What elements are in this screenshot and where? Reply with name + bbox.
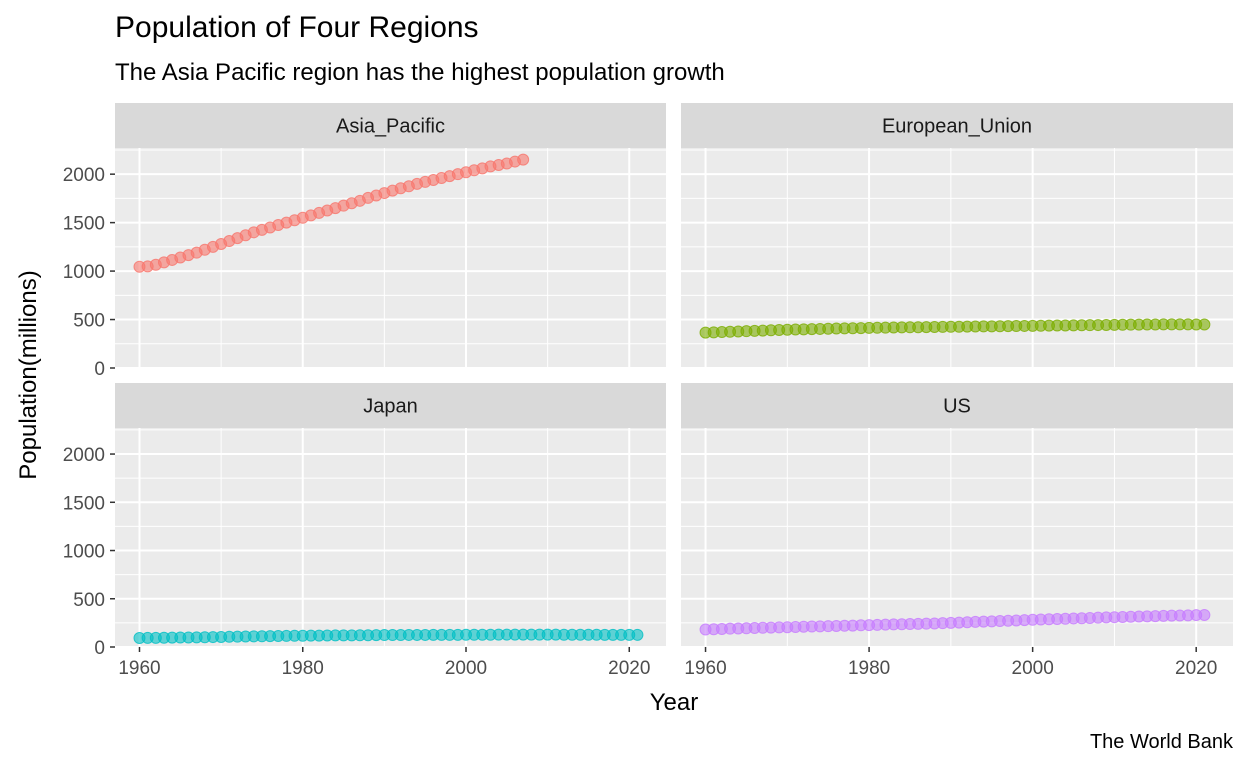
y-tick-label: 2000 [63, 165, 105, 186]
data-point [631, 628, 644, 641]
data-point [517, 153, 530, 166]
y-tick-label: 0 [94, 359, 105, 380]
y-tick-label: 0 [94, 638, 105, 659]
x-tick-label: 2000 [1012, 658, 1054, 679]
y-tick-label: 1000 [63, 262, 105, 283]
data-point [1198, 318, 1211, 331]
facet-label: Asia_Pacific [336, 116, 445, 138]
facet-strip [115, 383, 666, 428]
chart-title: Population of Four Regions [115, 11, 479, 44]
x-tick-label: 1960 [684, 658, 726, 679]
facet-panel: Japan 0 500 1000 1500 2000 1960 1980 2000 2020 [63, 383, 666, 679]
panel-background [115, 428, 666, 647]
facet-strip [115, 103, 666, 148]
chart-subtitle: The Asia Pacific region has the highest … [115, 59, 725, 86]
facet-label: Japan [363, 396, 418, 418]
x-tick-label: 1960 [118, 658, 160, 679]
y-tick-label: 1500 [63, 214, 105, 235]
y-tick-label: 1000 [63, 542, 105, 563]
x-tick-label: 1980 [282, 658, 324, 679]
y-axis-title: Population(millions) [15, 270, 42, 479]
facet-panel: Asia_Pacific 0 500 1000 1500 2000 [63, 103, 666, 380]
panel-background [115, 148, 666, 368]
x-tick-label: 2020 [1175, 658, 1217, 679]
x-tick-label: 2020 [608, 658, 650, 679]
y-tick-label: 500 [73, 311, 105, 332]
facet-label: US [943, 396, 971, 418]
facet-panel: US 1960 1980 2000 2020 [681, 383, 1233, 679]
x-tick-label: 1980 [848, 658, 890, 679]
x-axis-title: Year [650, 689, 699, 716]
chart-caption: The World Bank [1089, 731, 1233, 753]
x-tick-label: 2000 [445, 658, 487, 679]
facet-panel: European_Union [681, 103, 1233, 369]
y-tick-label: 2000 [63, 445, 105, 466]
panel-background [681, 428, 1233, 647]
y-tick-label: 1500 [63, 493, 105, 514]
facet-strip [681, 103, 1233, 148]
facet-strip [681, 383, 1233, 428]
facet-label: European_Union [882, 116, 1032, 138]
y-tick-label: 500 [73, 590, 105, 611]
data-point [1198, 608, 1211, 621]
